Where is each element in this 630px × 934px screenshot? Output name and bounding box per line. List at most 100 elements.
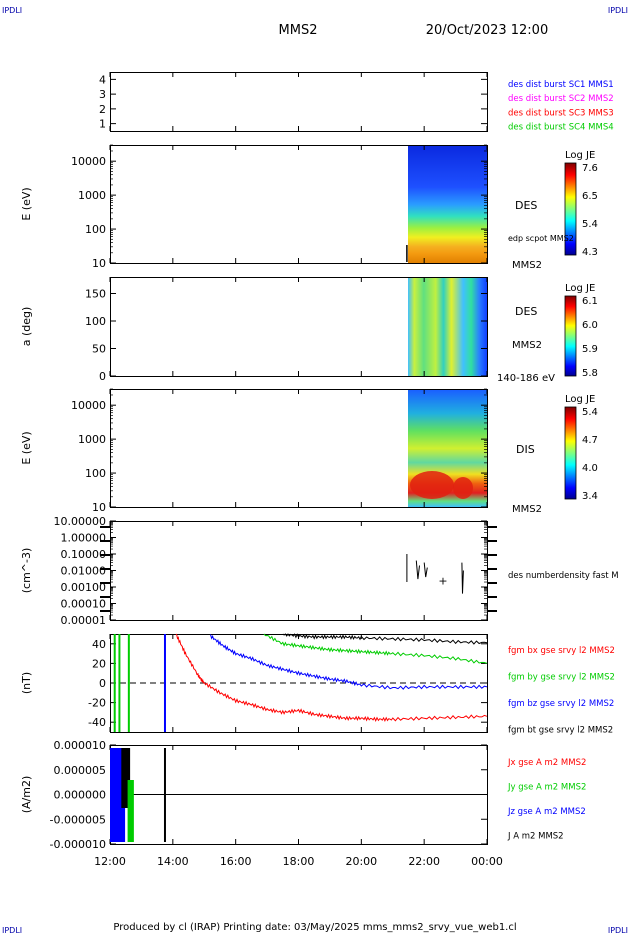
colorbar-title-des-pitch-angle: Log JE [565, 283, 595, 294]
bfield-legend-entry: fgm by gse srvy l2 MMS2 [508, 673, 615, 683]
corner-label-bottom-right: IPDLI [608, 926, 628, 934]
density-left-marker [100, 610, 110, 612]
y-axis-label-des-energy: E (eV) [20, 187, 33, 220]
bfield-series-line [263, 633, 488, 664]
y-tick-label-dis-energy: 1000 [78, 433, 106, 446]
y-tick-label-dis-energy: 10000 [71, 399, 106, 412]
panel-label-dis-energy: MMS2 [512, 504, 542, 515]
bfield-series-line [175, 633, 488, 723]
density-right-marker [487, 526, 497, 528]
y-tick-label-density: 0.01000 [61, 565, 107, 578]
y-tick-label-des-energy: 1000 [78, 189, 106, 202]
y-tick-label-magnetic-field: 20 [92, 657, 106, 670]
y-tick-label-current-density: 0.000000 [54, 789, 107, 802]
panel-label-des-pitch-angle: MMS2 [512, 340, 542, 351]
x-tick-label: 18:00 [283, 855, 315, 868]
density-right-marker [487, 540, 497, 542]
y-tick-label-density: 0.00010 [61, 598, 107, 611]
density-marker-point: + [438, 574, 447, 587]
colorbar-tick-label-des-pitch-angle: 6.1 [582, 296, 598, 307]
density-right-marker [487, 582, 497, 584]
bfield-series-line [210, 634, 488, 690]
spacecraft-title: MMS2 [279, 23, 318, 38]
colorbar-dis-energy [564, 406, 577, 500]
y-axis-label-dis-energy: E (eV) [20, 431, 33, 464]
density-right-marker [487, 596, 497, 598]
availability-legend-entry: des dist burst SC4 MMS4 [508, 123, 614, 133]
corner-label-top-right: IPDLI [608, 6, 628, 15]
availability-legend-entry: des dist burst SC1 MMS1 [508, 80, 614, 90]
y-tick-label-magnetic-field: -40 [88, 716, 106, 729]
current-burst-j [121, 748, 131, 808]
y-tick-label-availability: 4 [99, 73, 106, 86]
colorbar-tick-label-des-energy: 7.6 [582, 163, 598, 174]
density-left-marker [100, 582, 110, 584]
y-tick-label-dis-energy: 10 [92, 501, 106, 514]
colorbar-tick-label-des-pitch-angle: 5.9 [582, 344, 598, 355]
dis-energy-hotspots [410, 471, 473, 499]
density-left-marker [100, 596, 110, 598]
y-tick-label-des-pitch-angle: 0 [99, 370, 106, 383]
des-pitch-angle-spectrogram [408, 278, 487, 376]
colorbar-tick-label-des-energy: 4.3 [582, 247, 598, 258]
y-tick-label-current-density: -0.000005 [50, 813, 106, 826]
y-tick-label-des-pitch-angle: 100 [85, 315, 106, 328]
y-tick-label-current-density: 0.000005 [54, 764, 107, 777]
dis-hotspot-1 [410, 471, 454, 499]
panel-frame-density [110, 521, 488, 621]
colorbar-tick-label-dis-energy: 3.4 [582, 491, 598, 502]
panel-label-des-energy: DES [515, 199, 537, 212]
y-axis-label-density: (cm^-3) [20, 548, 33, 594]
colorbar-tick-label-des-pitch-angle: 6.0 [582, 320, 598, 331]
panel-frame-availability [110, 72, 488, 132]
y-tick-label-availability: 2 [99, 103, 106, 116]
y-tick-label-des-pitch-angle: 50 [92, 343, 106, 356]
y-axis-label-magnetic-field: (nT) [20, 672, 33, 694]
bfield-legend-entry: fgm bz gse srvy l2 MMS2 [508, 699, 614, 709]
y-tick-label-density: 0.10000 [61, 548, 107, 561]
bfield-series-line [282, 633, 488, 645]
bfield-legend-entry: fgm bt gse srvy l2 MMS2 [508, 726, 613, 736]
x-tick-label: 22:00 [408, 855, 440, 868]
footer-credit: Produced by cl (IRAP) Printing date: 03/… [113, 922, 516, 933]
series-legend-density: des numberdensity fast M [508, 571, 619, 581]
panel-label-des-energy: MMS2 [512, 260, 542, 271]
bfield-legend-entry: fgm bx gse srvy l2 MMS2 [508, 646, 615, 656]
y-tick-label-current-density: -0.000010 [50, 838, 106, 851]
panel-label-des-pitch-angle: 140-186 eV [497, 373, 555, 384]
density-trace-segment [461, 562, 464, 594]
y-tick-label-des-energy: 10000 [71, 155, 106, 168]
x-tick-label: 12:00 [94, 855, 126, 868]
density-right-marker [487, 568, 497, 570]
density-left-marker [100, 526, 110, 528]
colorbar-title-dis-energy: Log JE [565, 394, 595, 405]
density-trace-segment [423, 562, 428, 578]
x-tick-label: 00:00 [471, 855, 503, 868]
y-tick-label-des-energy: 100 [85, 223, 106, 236]
dis-hotspot-2 [453, 477, 473, 499]
y-tick-label-current-density: 0.000010 [54, 739, 107, 752]
y-tick-label-density: 1.00000 [61, 532, 107, 545]
availability-legend-entry: des dist burst SC2 MMS2 [508, 94, 614, 104]
density-right-marker [487, 610, 497, 612]
y-tick-label-des-pitch-angle: 150 [85, 288, 106, 301]
colorbar-tick-label-dis-energy: 4.0 [582, 463, 598, 474]
x-tick-label: 20:00 [345, 855, 377, 868]
current-legend-entry: Jx gse A m2 MMS2 [507, 758, 586, 768]
density-right-marker [487, 554, 497, 556]
colorbar-tick-label-dis-energy: 4.7 [582, 435, 598, 446]
y-tick-label-des-energy: 10 [92, 257, 106, 270]
corner-label-top-left: IPDLI [2, 6, 22, 15]
colorbar-title-des-energy: Log JE [565, 150, 595, 161]
y-tick-label-dis-energy: 100 [85, 467, 106, 480]
x-tick-label: 14:00 [157, 855, 189, 868]
y-axis-label-current-density: (A/m2) [20, 776, 33, 814]
y-tick-label-magnetic-field: 40 [92, 638, 106, 651]
y-tick-label-density: 10.00000 [54, 515, 107, 528]
density-left-marker [100, 568, 110, 570]
y-tick-label-density: 0.00001 [61, 614, 107, 627]
density-trace-segment [415, 560, 420, 580]
y-axis-label-des-pitch-angle: a (deg) [20, 307, 33, 347]
